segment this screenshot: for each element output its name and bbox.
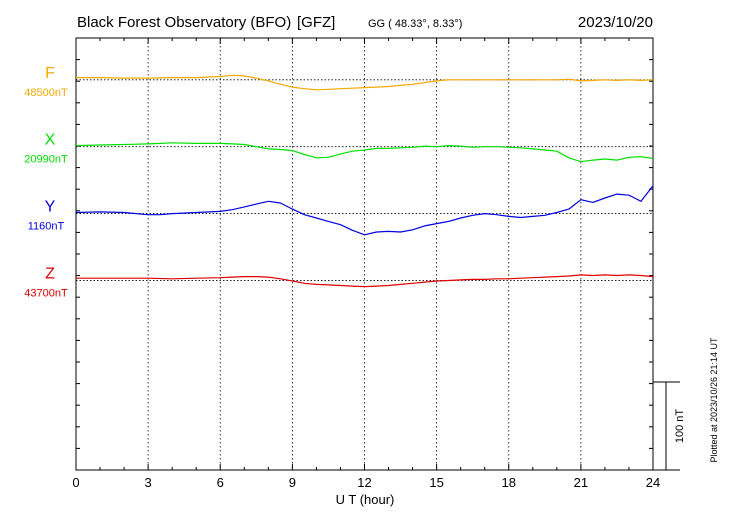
x-tick-label-0: 0 — [72, 475, 79, 490]
series-baseline-x: 20990nT — [24, 154, 68, 166]
series-labels: F 48500nT X 20990nT Y 1160nT Z 43700nT — [24, 65, 68, 300]
axis-ticks — [75, 37, 654, 471]
x-tick-label-24: 24 — [646, 475, 660, 490]
institute-label: [GFZ] — [297, 14, 335, 31]
vertical-gridlines — [147, 38, 582, 470]
chart-date: 2023/10/20 — [578, 14, 653, 31]
x-tick-label-3: 3 — [145, 475, 152, 490]
scale-bar-label: 100 nT — [674, 409, 686, 444]
scale-bar: 100 nT — [653, 381, 686, 471]
x-tick-label-12: 12 — [357, 475, 371, 490]
x-tick-label-18: 18 — [502, 475, 516, 490]
x-tick-label-6: 6 — [217, 475, 224, 490]
x-tick-label-9: 9 — [289, 475, 296, 490]
series-baseline-f: 48500nT — [24, 87, 68, 99]
plotted-timestamp: Plotted at 2023/10/26 21:14 UT — [709, 337, 719, 463]
series-name-x: X — [45, 132, 56, 149]
series-name-z: Z — [45, 265, 55, 282]
series-line-x — [75, 142, 654, 163]
series-name-y: Y — [45, 199, 56, 216]
x-tick-label-21: 21 — [574, 475, 588, 490]
series-line-y — [75, 185, 654, 236]
series-baseline-y: 1160nT — [28, 221, 65, 233]
series-lines — [75, 74, 654, 288]
series-name-f: F — [45, 65, 55, 82]
x-axis-label: U T (hour) — [336, 492, 395, 507]
x-tick-label-15: 15 — [429, 475, 443, 490]
series-line-z — [76, 274, 654, 288]
series-baseline-z: 43700nT — [24, 287, 68, 299]
observatory-title: Black Forest Observatory (BFO) — [77, 14, 291, 31]
series-line-f — [76, 74, 654, 91]
station-coordinates: GG ( 48.33°, 8.33°) — [368, 18, 462, 30]
x-tick-labels: 0 3 6 9 12 15 18 21 24 — [72, 475, 660, 490]
